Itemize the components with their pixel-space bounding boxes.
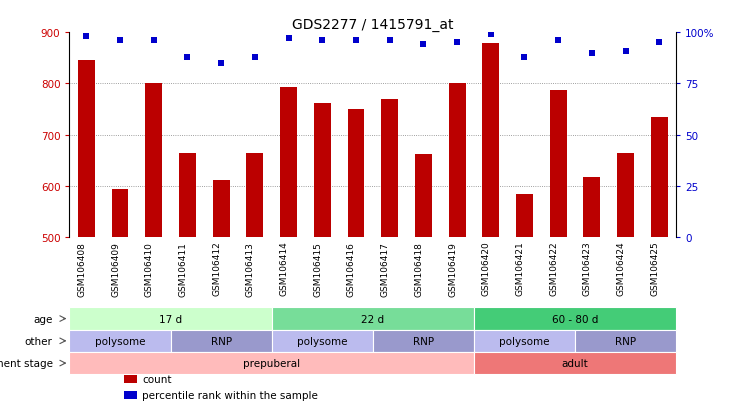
- Text: GSM106409: GSM106409: [111, 241, 120, 296]
- Bar: [314, 104, 330, 237]
- Bar: [213, 180, 230, 237]
- Text: GSM106411: GSM106411: [178, 241, 187, 296]
- Bar: [415, 154, 432, 237]
- Bar: [617, 153, 634, 237]
- Bar: [583, 177, 600, 237]
- Text: RNP: RNP: [615, 336, 636, 346]
- Text: RNP: RNP: [413, 336, 434, 346]
- Text: GSM106420: GSM106420: [482, 241, 491, 296]
- Bar: [78, 61, 95, 237]
- Text: GSM106421: GSM106421: [515, 241, 524, 296]
- Text: 22 d: 22 d: [361, 314, 385, 324]
- Point: [114, 38, 126, 45]
- Point: [384, 38, 395, 45]
- Point: [654, 40, 665, 47]
- Point: [553, 38, 564, 45]
- Text: GSM106414: GSM106414: [279, 241, 289, 296]
- Point: [586, 50, 598, 57]
- Bar: [550, 91, 567, 237]
- Point: [451, 40, 463, 47]
- Text: GSM106408: GSM106408: [77, 241, 86, 296]
- Text: GSM106410: GSM106410: [145, 241, 154, 296]
- Text: GSM106417: GSM106417: [381, 241, 390, 296]
- Text: 60 - 80 d: 60 - 80 d: [552, 314, 598, 324]
- Point: [620, 48, 632, 55]
- Point: [417, 42, 429, 49]
- Text: polysome: polysome: [499, 336, 550, 346]
- Text: RNP: RNP: [211, 336, 232, 346]
- Bar: [575, 330, 676, 352]
- Bar: [145, 84, 162, 237]
- Text: GSM106424: GSM106424: [617, 241, 626, 296]
- Bar: [112, 190, 129, 237]
- Bar: [347, 110, 364, 237]
- Point: [317, 38, 328, 45]
- Point: [181, 54, 193, 61]
- Text: GSM106419: GSM106419: [448, 241, 457, 296]
- Bar: [124, 391, 137, 399]
- Bar: [179, 153, 196, 237]
- Bar: [474, 352, 676, 374]
- Text: polysome: polysome: [297, 336, 347, 346]
- Point: [283, 36, 295, 43]
- Text: GSM106416: GSM106416: [347, 241, 356, 296]
- Bar: [272, 308, 474, 330]
- Text: GSM106425: GSM106425: [651, 241, 659, 296]
- Point: [80, 34, 92, 40]
- Bar: [272, 330, 373, 352]
- Bar: [482, 44, 499, 237]
- Point: [485, 32, 496, 38]
- Bar: [516, 194, 533, 237]
- Text: other: other: [25, 336, 53, 346]
- Bar: [449, 84, 466, 237]
- Bar: [246, 153, 263, 237]
- Text: polysome: polysome: [95, 336, 145, 346]
- Text: GSM106422: GSM106422: [549, 241, 558, 296]
- Point: [215, 60, 227, 67]
- Bar: [474, 308, 676, 330]
- Text: development stage: development stage: [0, 358, 53, 368]
- Title: GDS2277 / 1415791_at: GDS2277 / 1415791_at: [292, 18, 453, 32]
- Text: GSM106415: GSM106415: [314, 241, 322, 296]
- Text: adult: adult: [561, 358, 588, 368]
- Bar: [124, 375, 137, 384]
- Text: 17 d: 17 d: [159, 314, 182, 324]
- Point: [249, 54, 261, 61]
- Point: [350, 38, 362, 45]
- Point: [518, 54, 530, 61]
- Text: percentile rank within the sample: percentile rank within the sample: [143, 390, 318, 400]
- Bar: [69, 330, 170, 352]
- Bar: [474, 330, 575, 352]
- Bar: [651, 117, 667, 237]
- Bar: [69, 308, 272, 330]
- Text: count: count: [143, 375, 172, 385]
- Text: GSM106413: GSM106413: [246, 241, 255, 296]
- Text: GSM106412: GSM106412: [212, 241, 221, 296]
- Bar: [373, 330, 474, 352]
- Bar: [280, 88, 297, 237]
- Bar: [382, 100, 398, 237]
- Text: GSM106423: GSM106423: [583, 241, 592, 296]
- Text: GSM106418: GSM106418: [414, 241, 423, 296]
- Text: age: age: [33, 314, 53, 324]
- Point: [148, 38, 159, 45]
- Bar: [69, 352, 474, 374]
- Bar: [170, 330, 272, 352]
- Text: prepuberal: prepuberal: [243, 358, 300, 368]
